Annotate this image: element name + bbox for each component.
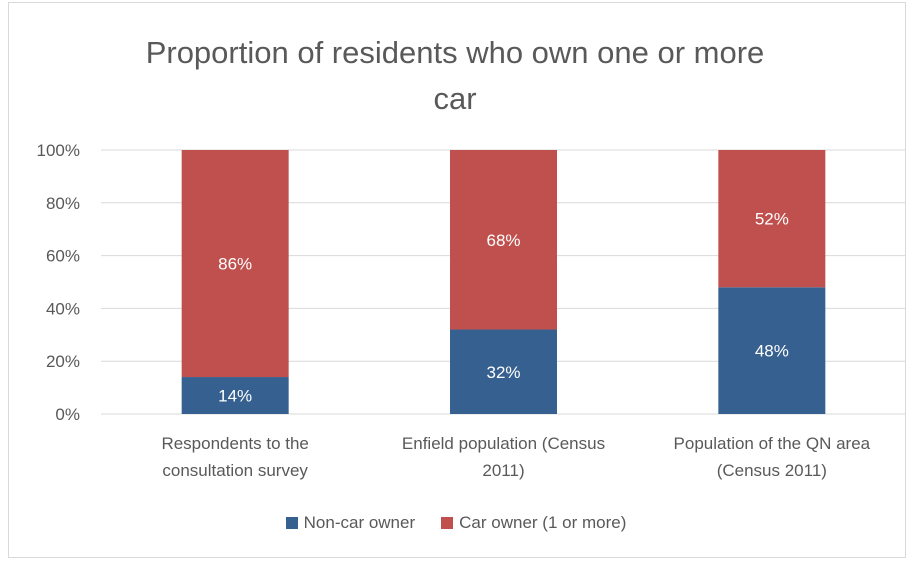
data-label: 14% — [218, 387, 252, 406]
y-tick-label: 40% — [46, 299, 80, 318]
y-tick-label: 100% — [37, 141, 80, 160]
bar-segment — [450, 150, 557, 330]
legend: Non-car owner Car owner (1 or more) — [0, 513, 912, 533]
x-category-label: Enfield population (Census — [402, 434, 605, 453]
data-label: 32% — [486, 363, 520, 382]
y-tick-label: 80% — [46, 194, 80, 213]
bar-segment — [181, 377, 289, 414]
x-category-label: Respondents to the — [161, 434, 308, 453]
bar-segment — [450, 329, 557, 414]
legend-label-car-owner: Car owner (1 or more) — [459, 513, 627, 532]
y-tick-label: 20% — [46, 352, 80, 371]
x-category-label: consultation survey — [162, 461, 308, 480]
legend-item-car-owner: Car owner (1 or more) — [441, 513, 626, 533]
bar-segment — [181, 150, 289, 378]
x-category-label: (Census 2011) — [717, 461, 827, 480]
legend-swatch-car-owner — [441, 517, 454, 529]
legend-swatch-non-car-owner — [285, 517, 298, 529]
data-label: 48% — [755, 342, 789, 361]
x-category-label: 2011) — [482, 461, 524, 480]
x-category-label: Population of the QN area — [674, 434, 871, 453]
y-tick-label: 60% — [46, 247, 80, 266]
bar-segment — [718, 287, 826, 414]
legend-item-non-car-owner: Non-car owner — [285, 513, 416, 533]
chart-title: Proportion of residents who own one or m… — [145, 35, 765, 116]
legend-label-non-car-owner: Non-car owner — [303, 513, 416, 532]
bar-segment — [718, 150, 826, 288]
data-label: 68% — [486, 231, 520, 250]
y-tick-label: 0% — [55, 405, 80, 424]
data-label: 52% — [755, 210, 789, 229]
data-label: 86% — [218, 255, 252, 274]
